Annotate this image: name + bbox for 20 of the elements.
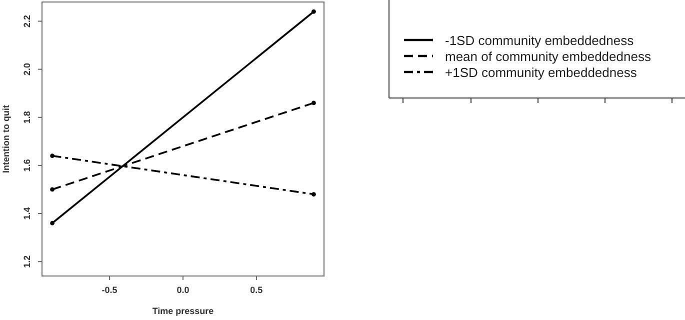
y-tick-label: 1.4 xyxy=(22,207,32,220)
point xyxy=(312,192,316,196)
point xyxy=(312,9,316,14)
x-tick-label: 0.5 xyxy=(250,285,263,295)
x-axis-title: Time pressure xyxy=(152,306,214,316)
y-tick-label: 1.6 xyxy=(22,159,32,172)
point xyxy=(50,154,54,158)
y-tick-label: 1.2 xyxy=(22,255,32,268)
y-tick-label: 1.8 xyxy=(22,111,32,124)
legend-label: -1SD community embeddedness xyxy=(445,33,634,48)
y-axis-title: Intention to quit xyxy=(1,105,11,173)
x-tick-label: 0.0 xyxy=(176,285,190,295)
point xyxy=(50,187,54,192)
y-tick-label: 2.0 xyxy=(22,63,32,76)
point xyxy=(50,220,54,226)
point xyxy=(312,100,316,106)
y-tick-label: 2.2 xyxy=(22,14,32,28)
legend-label: +1SD community embeddedness xyxy=(445,65,638,80)
legend-label: mean of community embeddedness xyxy=(445,49,652,64)
x-tick-label: -0.5 xyxy=(102,285,118,295)
